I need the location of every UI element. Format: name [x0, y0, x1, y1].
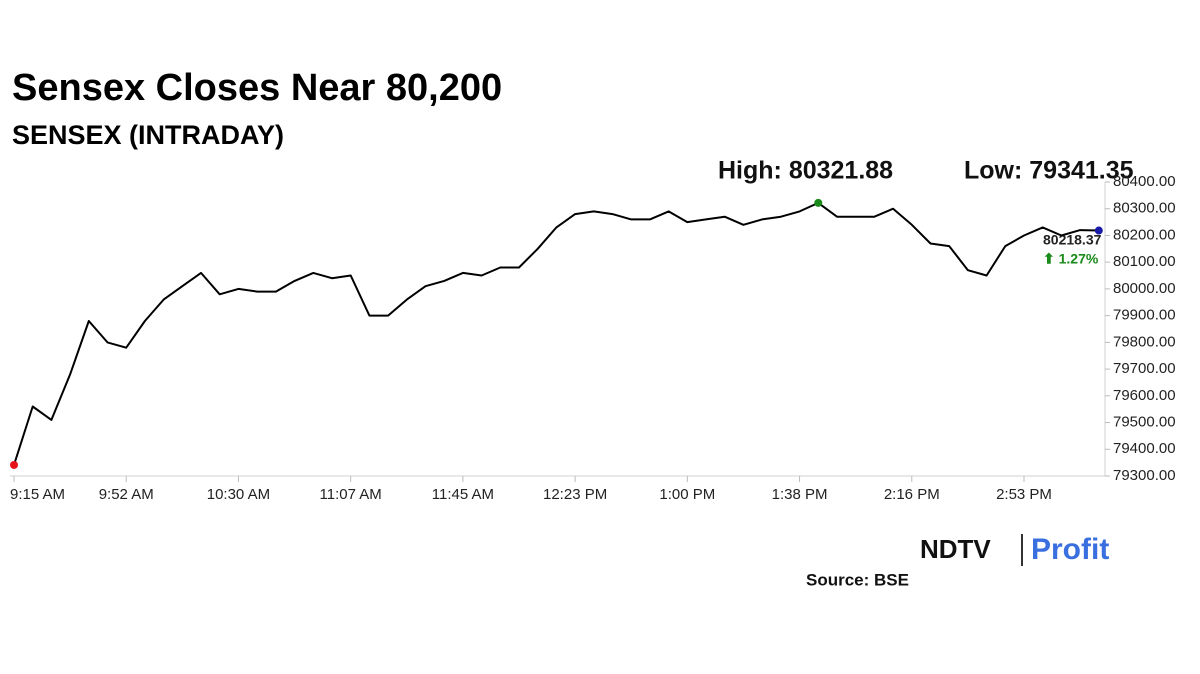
x-tick-label: 11:07 AM	[320, 486, 382, 503]
change-label: ⬆ 1.27%	[1043, 251, 1099, 267]
x-tick-label: 1:00 PM	[659, 486, 715, 503]
x-tick-label: 9:15 AM	[10, 486, 65, 503]
x-tick-label: 12:23 PM	[543, 486, 607, 503]
price-line	[13, 201, 1099, 466]
y-tick-label: 79300.00	[1113, 467, 1176, 484]
y-tick-label: 80100.00	[1113, 253, 1176, 270]
x-tick-label: 2:53 PM	[996, 486, 1052, 503]
x-tick-label: 2:16 PM	[884, 486, 940, 503]
y-tick-label: 80000.00	[1113, 280, 1176, 297]
low-label: Low: 79341.35	[964, 157, 1134, 185]
source: Source: BSE	[806, 570, 909, 589]
logo-ndtv: NDTV	[920, 534, 991, 564]
logo-profit: Profit	[1031, 533, 1109, 566]
high-marker	[814, 198, 823, 207]
y-tick-label: 80200.00	[1113, 226, 1176, 243]
y-tick-label: 80300.00	[1113, 200, 1176, 217]
y-tick-label: 80400.00	[1113, 173, 1176, 190]
y-tick-label: 79800.00	[1113, 333, 1176, 350]
y-tick-label: 79500.00	[1113, 414, 1176, 431]
end-marker	[1094, 226, 1103, 235]
y-tick-label: 79400.00	[1113, 440, 1176, 457]
chart-title: Sensex Closes Near 80,200	[12, 67, 502, 109]
y-tick-label: 79900.00	[1113, 307, 1176, 324]
y-tick-label: 79700.00	[1113, 360, 1176, 377]
x-tick-label: 9:52 AM	[99, 486, 154, 503]
last-value-label: 80218.37	[1043, 232, 1102, 248]
x-tick-label: 10:30 AM	[207, 486, 270, 503]
x-tick-label: 1:38 PM	[772, 486, 828, 503]
y-tick-label: 79600.00	[1113, 387, 1176, 404]
chart-subtitle: SENSEX (INTRADAY)	[12, 120, 284, 150]
high-label: High: 80321.88	[718, 157, 893, 185]
start-marker	[10, 460, 18, 469]
x-tick-label: 11:45 AM	[432, 486, 494, 503]
